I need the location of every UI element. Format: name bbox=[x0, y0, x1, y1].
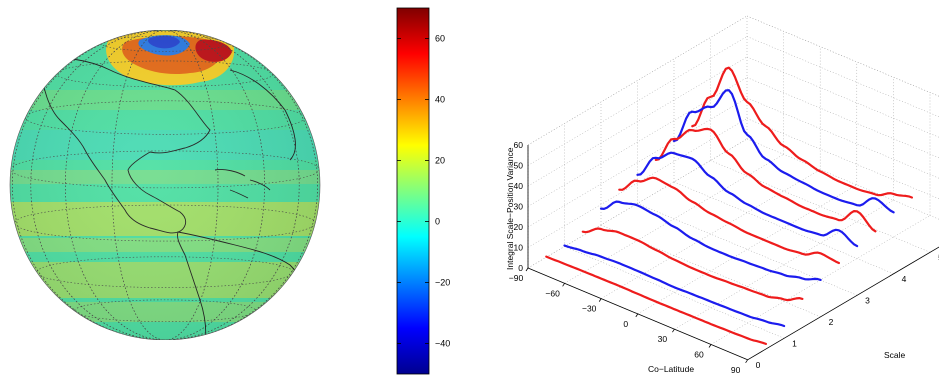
grid-line bbox=[746, 118, 939, 200]
z-tick-label: 40 bbox=[514, 181, 524, 191]
grid-line bbox=[527, 118, 748, 248]
series-line bbox=[599, 200, 822, 281]
x-tick bbox=[708, 344, 712, 348]
x-tick-label: 30 bbox=[658, 334, 668, 344]
grid-line bbox=[637, 184, 857, 315]
series-line bbox=[672, 89, 895, 214]
colorbar-tick-label: 20 bbox=[435, 156, 445, 166]
globe-map bbox=[9, 29, 321, 341]
z-tick-label: 0 bbox=[518, 263, 523, 273]
colorbar-tick-label: 0 bbox=[435, 217, 440, 227]
x-tick-label: 90 bbox=[731, 365, 741, 375]
colorbar: −40 −20 0 20 40 60 bbox=[396, 7, 450, 375]
grid-line bbox=[746, 77, 939, 159]
colorbar-panel: −40 −20 0 20 40 60 bbox=[360, 0, 470, 376]
z-tick-label: 20 bbox=[514, 222, 524, 232]
x-tick-label: −60 bbox=[545, 288, 560, 298]
x-tick bbox=[635, 313, 639, 318]
x-tick bbox=[562, 283, 565, 287]
x-tick bbox=[598, 298, 602, 302]
x-axis-label: Co−Latitude bbox=[648, 364, 694, 374]
waterfall-tick-labels: −90−60−3003060900123450102030405060 bbox=[509, 140, 939, 375]
grid-line bbox=[746, 138, 939, 220]
colorbar-tick-label: −40 bbox=[435, 339, 450, 349]
colorbar-tick-label: 60 bbox=[435, 34, 445, 44]
y-tick-label: 0 bbox=[756, 360, 761, 370]
grid-line bbox=[746, 36, 939, 118]
series-line bbox=[636, 151, 859, 248]
grid-line bbox=[601, 169, 821, 299]
series-line bbox=[563, 244, 786, 328]
x-tick bbox=[525, 267, 529, 272]
colorbar-gradient bbox=[396, 7, 430, 375]
grid-line bbox=[527, 36, 748, 166]
grid-line bbox=[637, 203, 858, 296]
series-line bbox=[618, 176, 840, 265]
x-tick bbox=[672, 328, 675, 333]
y-axis-label: Scale bbox=[884, 350, 906, 360]
grid-line bbox=[673, 181, 894, 275]
grid-line bbox=[710, 160, 931, 253]
y-axis-line bbox=[747, 246, 939, 361]
grid-line bbox=[527, 97, 748, 228]
series-line bbox=[545, 255, 767, 345]
grid-line bbox=[674, 199, 894, 330]
x-tick bbox=[745, 359, 748, 364]
z-axis-label: Integral Scale−Position Variance bbox=[505, 147, 515, 270]
x-tick-label: −30 bbox=[582, 304, 597, 314]
globe-outline bbox=[9, 29, 321, 341]
waterfall-axes bbox=[525, 145, 939, 364]
grid-line bbox=[527, 77, 748, 207]
grid-line bbox=[747, 246, 939, 361]
grid-line bbox=[746, 97, 939, 179]
grid-line bbox=[564, 246, 785, 339]
y-tick-label: 3 bbox=[865, 295, 870, 305]
series-line bbox=[654, 127, 877, 233]
z-tick-label: 60 bbox=[514, 140, 524, 150]
y-tick-label: 1 bbox=[792, 338, 797, 348]
grid-line bbox=[746, 56, 939, 138]
z-tick-label: 10 bbox=[514, 243, 524, 253]
grid-line bbox=[527, 15, 748, 146]
grid-line bbox=[746, 15, 939, 97]
series-line bbox=[691, 66, 913, 199]
x-tick-label: 0 bbox=[623, 319, 628, 329]
y-tick-label: 4 bbox=[902, 274, 907, 284]
grid-line bbox=[527, 56, 748, 187]
waterfall-chart: −90−60−3003060900123450102030405060 Co−L… bbox=[505, 15, 939, 375]
series-line bbox=[581, 227, 804, 302]
y-tick-label: 2 bbox=[829, 317, 834, 327]
waterfall-chart-panel: −90−60−3003060900123450102030405060 Co−L… bbox=[480, 0, 939, 376]
colorbar-tick-label: 40 bbox=[435, 95, 445, 105]
z-tick-label: 30 bbox=[514, 202, 524, 212]
waterfall-series bbox=[545, 66, 913, 345]
x-tick-label: 60 bbox=[694, 350, 704, 360]
z-tick-label: 50 bbox=[514, 161, 524, 171]
globe-map-panel bbox=[0, 29, 330, 341]
x-tick-label: −90 bbox=[509, 273, 524, 283]
colorbar-tick-label: −20 bbox=[435, 278, 450, 288]
grid-line bbox=[746, 15, 939, 97]
